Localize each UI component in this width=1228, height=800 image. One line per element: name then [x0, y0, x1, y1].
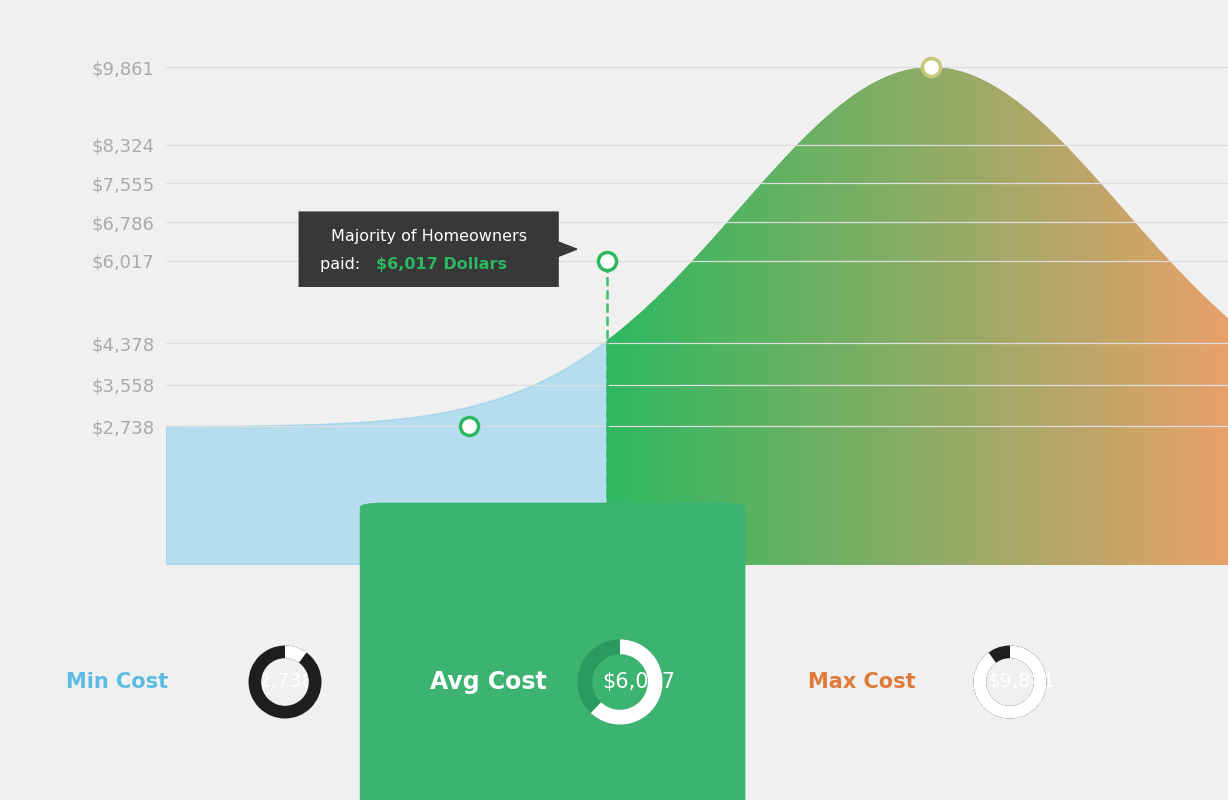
Wedge shape [285, 646, 307, 662]
Wedge shape [577, 639, 663, 725]
FancyBboxPatch shape [360, 502, 745, 800]
Text: $6,017: $6,017 [602, 672, 675, 692]
Wedge shape [591, 639, 663, 725]
Text: paid:: paid: [319, 257, 365, 272]
Polygon shape [554, 240, 577, 258]
Text: $2,738: $2,738 [246, 673, 314, 691]
Text: Min Cost: Min Cost [65, 672, 168, 692]
Text: Avg Cost: Avg Cost [430, 670, 548, 694]
Wedge shape [974, 646, 1046, 718]
FancyBboxPatch shape [298, 211, 559, 287]
Text: $9,861: $9,861 [987, 673, 1056, 691]
Text: Max Cost: Max Cost [808, 672, 916, 692]
Wedge shape [974, 646, 1046, 718]
Text: $6,017 Dollars: $6,017 Dollars [376, 257, 507, 272]
Wedge shape [248, 646, 322, 718]
Text: Majority of Homeowners: Majority of Homeowners [330, 229, 527, 244]
